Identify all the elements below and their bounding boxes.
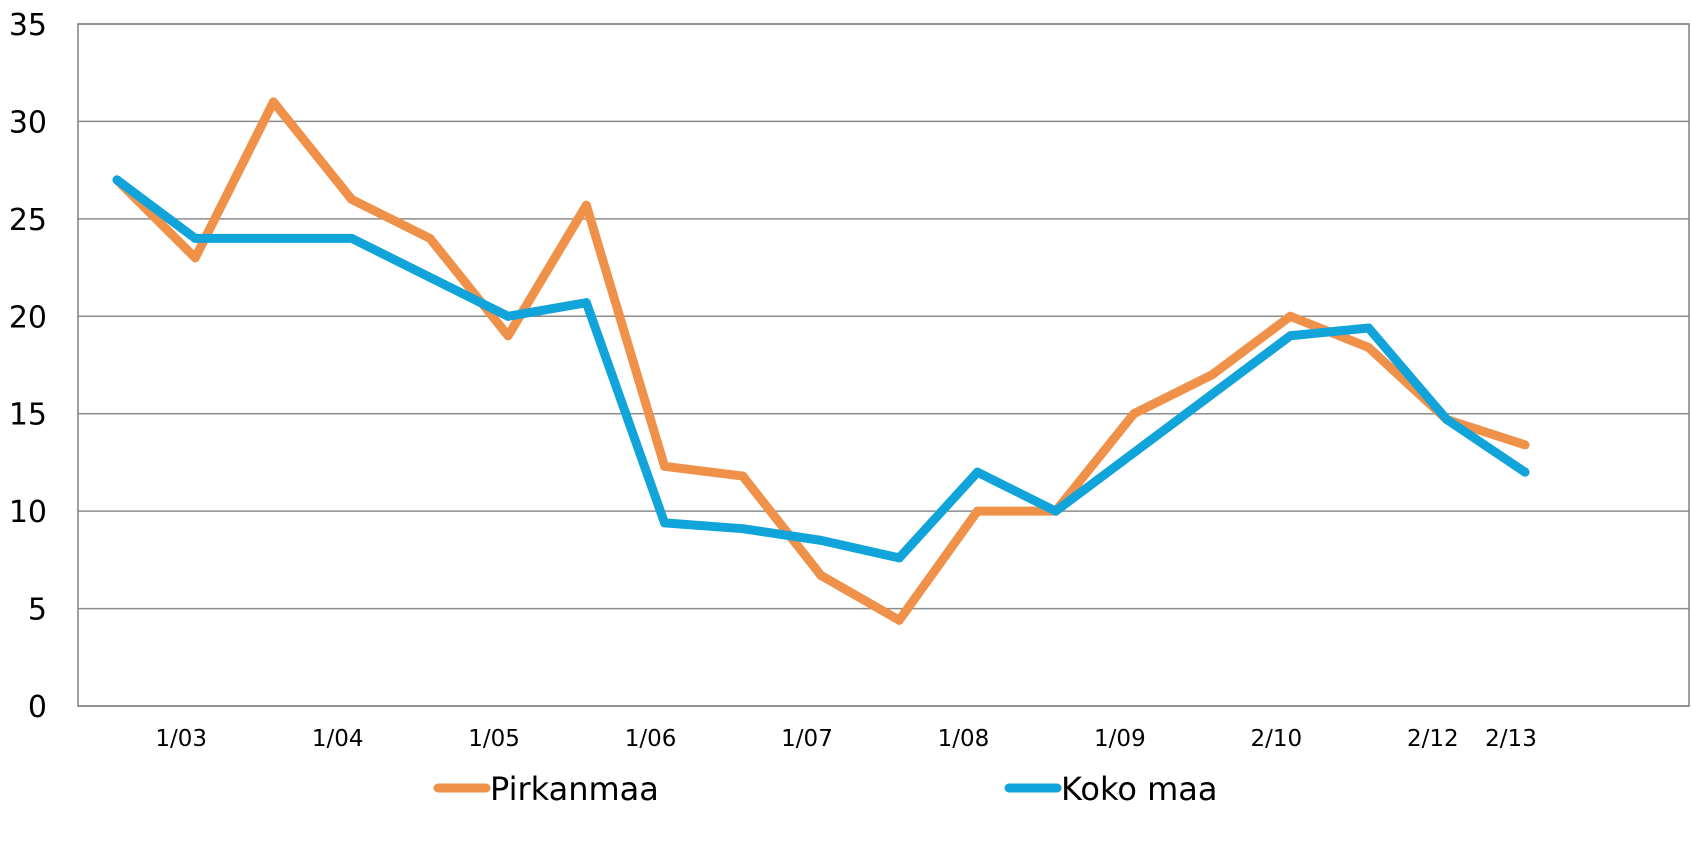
data-point-pirkanmaa xyxy=(190,253,200,263)
data-point-pirkanmaa xyxy=(268,97,278,107)
data-point-koko-maa xyxy=(425,272,435,282)
data-point-koko-maa xyxy=(347,233,357,243)
y-tick-label: 5 xyxy=(28,593,47,628)
y-axis: 0 5 10 15 20 25 30 35 xyxy=(9,8,47,725)
data-point-koko-maa xyxy=(112,175,122,185)
x-tick-label: 2/13 xyxy=(1485,726,1537,752)
y-tick-label: 20 xyxy=(9,300,47,335)
data-point-koko-maa xyxy=(190,233,200,243)
plot-area xyxy=(77,23,1690,707)
series-lines xyxy=(112,97,1530,625)
x-tick-label: 2/10 xyxy=(1251,726,1303,752)
data-point-koko-maa xyxy=(1285,331,1295,341)
x-tick-label: 2/12 xyxy=(1407,726,1459,752)
data-point-pirkanmaa xyxy=(972,506,982,516)
y-tick-label: 25 xyxy=(9,203,47,238)
data-point-pirkanmaa xyxy=(581,200,591,210)
y-tick-label: 0 xyxy=(28,690,47,725)
data-point-koko-maa xyxy=(660,518,670,528)
x-tick-label: 1/07 xyxy=(781,726,833,752)
data-point-pirkanmaa xyxy=(503,331,513,341)
x-tick-label: 1/03 xyxy=(155,726,207,752)
data-point-koko-maa xyxy=(268,233,278,243)
data-point-pirkanmaa xyxy=(738,471,748,481)
x-tick-label: 1/06 xyxy=(625,726,677,752)
data-point-koko-maa xyxy=(503,311,513,321)
data-point-koko-maa xyxy=(1520,467,1530,477)
data-point-pirkanmaa xyxy=(347,194,357,204)
x-tick-label: 1/08 xyxy=(938,726,990,752)
data-point-pirkanmaa xyxy=(1285,311,1295,321)
legend-label-koko-maa: Koko maa xyxy=(1061,770,1218,808)
y-tick-label: 30 xyxy=(9,105,47,140)
x-axis: 1/03 1/04 1/05 1/06 1/07 1/08 1/09 2/10 2/12 2/13 xyxy=(155,726,1536,752)
gridlines xyxy=(78,23,1689,707)
x-tick-label: 1/09 xyxy=(1094,726,1146,752)
data-point-koko-maa xyxy=(1442,415,1452,425)
data-point-pirkanmaa xyxy=(816,570,826,580)
data-point-pirkanmaa xyxy=(1129,409,1139,419)
legend-label-pirkanmaa: Pirkanmaa xyxy=(490,770,659,808)
data-point-koko-maa xyxy=(894,553,904,563)
y-tick-label: 35 xyxy=(9,8,47,43)
data-point-pirkanmaa xyxy=(1364,342,1374,352)
series-line-koko-maa xyxy=(112,175,1530,563)
data-point-koko-maa xyxy=(816,535,826,545)
data-point-pirkanmaa xyxy=(1520,440,1530,450)
data-point-pirkanmaa xyxy=(894,615,904,625)
data-point-koko-maa xyxy=(1207,389,1217,399)
legend: Pirkanmaa Koko maa xyxy=(433,770,1218,808)
data-point-koko-maa xyxy=(738,524,748,534)
data-point-koko-maa xyxy=(1129,448,1139,458)
data-point-koko-maa xyxy=(581,298,591,308)
y-tick-label: 15 xyxy=(9,398,47,433)
data-point-koko-maa xyxy=(1051,506,1061,516)
x-tick-label: 1/04 xyxy=(312,726,364,752)
data-point-pirkanmaa xyxy=(1207,370,1217,380)
data-point-pirkanmaa xyxy=(660,461,670,471)
data-point-koko-maa xyxy=(1364,323,1374,333)
y-tick-label: 10 xyxy=(9,495,47,530)
data-point-pirkanmaa xyxy=(425,233,435,243)
data-point-koko-maa xyxy=(972,467,982,477)
x-tick-label: 1/05 xyxy=(468,726,520,752)
